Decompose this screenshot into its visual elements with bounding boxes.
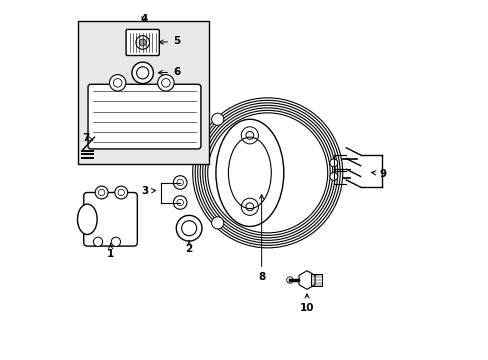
Circle shape bbox=[111, 237, 121, 247]
Circle shape bbox=[95, 186, 108, 199]
FancyBboxPatch shape bbox=[126, 30, 159, 55]
Bar bbox=[78, 21, 208, 164]
Text: 4: 4 bbox=[140, 14, 147, 23]
Circle shape bbox=[157, 75, 174, 91]
Text: 9: 9 bbox=[371, 168, 386, 179]
Text: 3: 3 bbox=[142, 186, 155, 197]
Circle shape bbox=[136, 36, 149, 49]
Ellipse shape bbox=[216, 119, 283, 226]
Text: 1: 1 bbox=[107, 244, 114, 259]
Circle shape bbox=[176, 215, 202, 241]
Bar bbox=[310, 274, 322, 286]
Circle shape bbox=[132, 62, 153, 84]
Text: 5: 5 bbox=[159, 36, 180, 46]
FancyBboxPatch shape bbox=[83, 193, 137, 246]
Circle shape bbox=[136, 67, 148, 79]
Text: 6: 6 bbox=[158, 67, 180, 77]
Circle shape bbox=[173, 196, 186, 209]
Circle shape bbox=[211, 113, 224, 125]
Circle shape bbox=[139, 39, 146, 46]
Text: 2: 2 bbox=[185, 241, 192, 253]
Text: 10: 10 bbox=[299, 294, 314, 312]
Text: 7: 7 bbox=[81, 133, 93, 143]
Circle shape bbox=[286, 277, 292, 283]
Circle shape bbox=[173, 176, 186, 189]
Circle shape bbox=[329, 159, 337, 167]
Circle shape bbox=[115, 186, 127, 199]
Polygon shape bbox=[298, 271, 314, 289]
Circle shape bbox=[181, 221, 196, 236]
Circle shape bbox=[329, 172, 337, 180]
Ellipse shape bbox=[77, 204, 97, 234]
Circle shape bbox=[93, 237, 102, 247]
FancyBboxPatch shape bbox=[88, 84, 201, 149]
Text: 8: 8 bbox=[258, 194, 264, 282]
Circle shape bbox=[109, 75, 125, 91]
Circle shape bbox=[211, 217, 224, 229]
